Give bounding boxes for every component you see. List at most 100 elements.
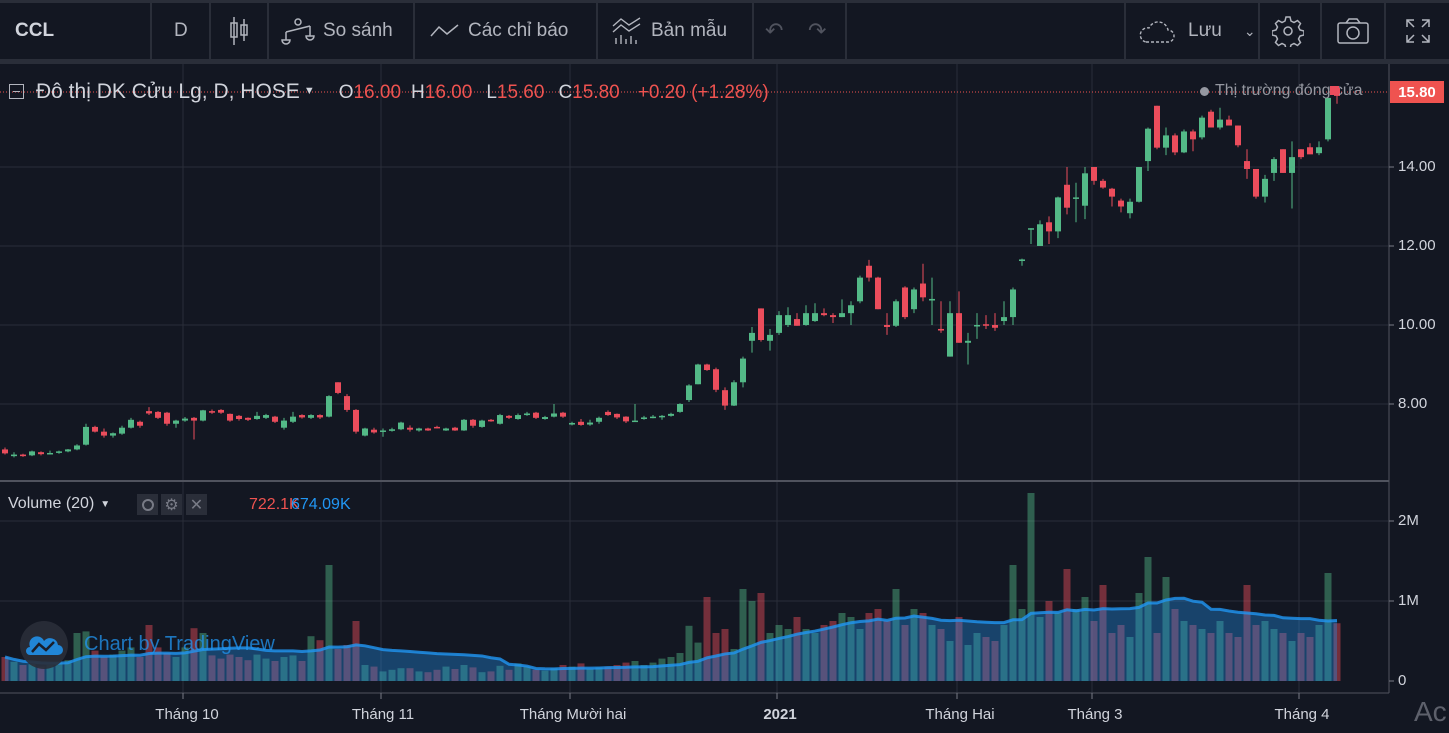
- volume-bar: [703, 597, 711, 681]
- volume-bar: [127, 647, 135, 681]
- candle-up: [776, 315, 782, 333]
- time-tick-label: Tháng 3: [1067, 706, 1123, 723]
- candle-up: [848, 305, 854, 314]
- candle-up: [173, 420, 179, 424]
- candle-down: [227, 413, 233, 421]
- candle-down: [101, 431, 107, 436]
- caret-down-icon[interactable]: ▼: [100, 498, 111, 510]
- redo-button[interactable]: ↷: [808, 3, 826, 59]
- candle-up: [857, 277, 863, 302]
- candle-down: [866, 265, 872, 278]
- collapse-legend-icon[interactable]: [9, 84, 24, 99]
- volume-bar: [541, 670, 549, 681]
- candle-up: [128, 419, 134, 428]
- tradingview-watermark[interactable]: Chart by TradingView: [84, 633, 275, 655]
- indicators-button[interactable]: Các chỉ báo: [430, 3, 568, 59]
- volume-bar: [10, 661, 18, 681]
- chevron-down-icon[interactable]: ⌄: [1243, 22, 1256, 39]
- axis-ticks: [182, 166, 1394, 699]
- volume-bar: [775, 625, 783, 681]
- candle-up: [1127, 201, 1133, 214]
- remove-indicator-button[interactable]: ✕: [186, 494, 207, 515]
- volume-bar: [730, 649, 738, 681]
- market-status: Thị trường đóng cửa: [1200, 82, 1363, 100]
- volume-bar: [208, 655, 216, 681]
- indicator-settings-button[interactable]: ⚙: [161, 494, 182, 515]
- top-toolbar: CCL D So sánh Các chỉ báo Bản mẫu ↶ ↷ Lư…: [0, 3, 1449, 59]
- fullscreen-icon: [1406, 19, 1430, 43]
- candle-up: [263, 415, 269, 418]
- candle-up: [290, 416, 296, 422]
- compare-button[interactable]: So sánh: [281, 3, 393, 59]
- last-candle-marker: [1330, 86, 1339, 95]
- volume-bar: [55, 662, 63, 681]
- candle-up: [740, 358, 746, 383]
- candle-down: [353, 409, 359, 432]
- volume-bar: [478, 672, 486, 681]
- candle-up: [47, 452, 53, 455]
- time-tick-label: 2021: [763, 706, 797, 723]
- volume-bar: [838, 613, 846, 681]
- candle-up: [812, 313, 818, 322]
- settings-button[interactable]: [1272, 3, 1304, 59]
- volume-bar: [937, 629, 945, 681]
- eye-icon: [141, 498, 154, 511]
- series-title[interactable]: Đô thị DK Cửu Lg, D, HOSE: [36, 80, 300, 103]
- candle-up: [497, 415, 503, 424]
- volume-bar: [757, 593, 765, 681]
- undo-button[interactable]: ↶: [765, 3, 783, 59]
- candle-up: [182, 418, 188, 421]
- volume-bar: [136, 657, 144, 681]
- volume-bar: [46, 665, 54, 681]
- volume-bar: [568, 666, 576, 681]
- volume-legend-title[interactable]: Volume (20) ▼: [8, 495, 110, 513]
- volume-bar: [982, 637, 990, 681]
- candle-up: [659, 415, 665, 418]
- screenshot-button[interactable]: [1336, 3, 1370, 59]
- volume-bar: [325, 565, 333, 681]
- candle-up: [974, 325, 980, 327]
- volume-tick-label: 2M: [1398, 512, 1419, 529]
- candle-down: [191, 417, 197, 421]
- chart-type-button[interactable]: [228, 3, 250, 59]
- candle-up: [74, 445, 80, 450]
- fullscreen-button[interactable]: [1404, 3, 1432, 59]
- volume-bar: [262, 658, 270, 681]
- volume-value: 722.1K: [249, 496, 300, 513]
- volume-bar: [613, 665, 621, 681]
- volume-tick-label: 1M: [1398, 592, 1419, 609]
- interval-button[interactable]: D: [174, 3, 188, 59]
- volume-ma: [4, 596, 1338, 681]
- tradingview-logo[interactable]: [20, 621, 68, 669]
- candle-down: [605, 411, 611, 416]
- candle-up: [1181, 131, 1187, 153]
- volume-bar: [847, 617, 855, 681]
- visibility-button[interactable]: [137, 494, 158, 515]
- volume-bar: [298, 661, 306, 681]
- high-label: H: [411, 82, 425, 103]
- os-activation-watermark: Ac: [1414, 696, 1447, 727]
- candle-up: [119, 427, 125, 434]
- candle-down: [470, 419, 476, 426]
- volume-bar: [532, 669, 540, 681]
- volume-bar: [100, 657, 108, 681]
- volume-bar: [1279, 633, 1287, 681]
- volume-title: Volume (20): [8, 495, 95, 512]
- templates-button[interactable]: Bản mẫu: [611, 3, 727, 59]
- symbol-search-button[interactable]: CCL: [15, 3, 54, 59]
- candle-up: [479, 420, 485, 427]
- volume-bar: [649, 662, 657, 681]
- volume-bar: [676, 653, 684, 681]
- candle-up: [587, 422, 593, 425]
- volume-bar: [442, 666, 450, 681]
- volume-bar: [622, 662, 630, 681]
- save-button[interactable]: Lưu ⌄: [1138, 3, 1256, 59]
- volume-bar: [1108, 633, 1116, 681]
- candles: [2, 88, 1340, 458]
- volume-bar: [1225, 633, 1233, 681]
- candle-down: [1208, 111, 1214, 128]
- caret-down-icon[interactable]: ▼: [303, 85, 315, 97]
- candle-down: [38, 452, 44, 455]
- candle-down: [1118, 200, 1124, 207]
